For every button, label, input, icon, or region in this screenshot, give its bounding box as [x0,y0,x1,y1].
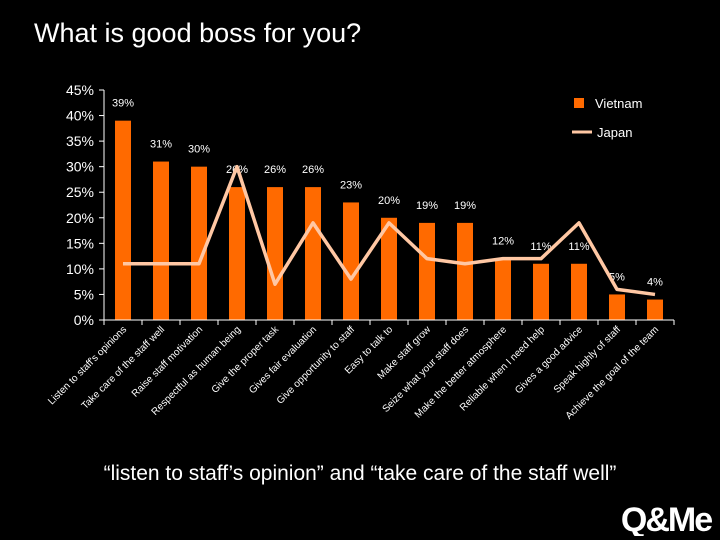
line-japan [123,164,656,297]
y-tick-label: 15% [66,235,94,251]
bar-vietnam [191,166,207,320]
legend-label-japan: Japan [597,125,632,140]
legend-swatch-vietnam [574,98,584,108]
caption: “listen to staff’s opinion” and “take ca… [103,462,617,485]
bar-value-label: 23% [340,179,362,191]
y-tick-label: 0% [74,312,94,328]
bar-vietnam [571,263,587,320]
y-tick-label: 5% [74,286,94,302]
bar-value-label: 4% [647,277,663,289]
x-category-label: Speak highly of staff [552,324,623,395]
chart: 0% 5% 10% 15% 20% 25% 30% 35% 40% 45% 39% 31% 30% 26… [46,82,675,422]
x-category-label: Raise staff motivation [130,324,205,399]
bar-vietnam [305,187,321,320]
bar-value-label: 31% [150,139,172,151]
bar-value-label: 20% [378,195,400,207]
bar-value-label: 19% [416,200,438,212]
y-tick-label: 40% [66,108,94,124]
bar-vietnam [343,202,359,320]
legend: Vietnam Japan [572,96,642,140]
bar-vietnam [647,299,663,320]
bar-value-label: 26% [302,164,324,176]
bar-vietnam [229,187,245,320]
y-tick-label: 10% [66,261,94,277]
bar-value-label: 12% [492,236,514,248]
bar-vietnam [533,263,549,320]
bar-value-label: 30% [188,144,210,156]
x-category-label: Gives fair evaluation [247,324,319,396]
bar-vietnam [153,161,169,320]
y-tick-label: 25% [66,184,94,200]
bar-value-label: 26% [264,164,286,176]
y-tick-label: 35% [66,133,94,149]
x-category-label: Give the proper task [210,324,282,396]
bar-value-label: 11% [530,241,551,253]
qme-logo-text: Q&Me [621,501,712,536]
y-tick-label: 20% [66,210,94,226]
bar-vietnam [457,222,473,320]
x-category-label: Gives a good advice [513,324,585,396]
y-tick-label: 30% [66,159,94,175]
bar-vietnam [419,222,435,320]
bar-value-label: 11% [568,241,589,253]
bar-vietnam [495,258,511,320]
legend-label-vietnam: Vietnam [595,96,642,111]
bar-vietnam [609,294,625,320]
bar-vietnam [381,217,397,320]
bar-value-label: 39% [112,98,134,110]
y-tick-label: 45% [66,82,94,98]
page-title: What is good boss for you? [34,18,362,48]
bar-vietnam [115,120,131,321]
bar-vietnam [267,187,283,320]
qme-logo: Q&Me [621,501,714,536]
bar-value-label: 19% [454,200,476,212]
